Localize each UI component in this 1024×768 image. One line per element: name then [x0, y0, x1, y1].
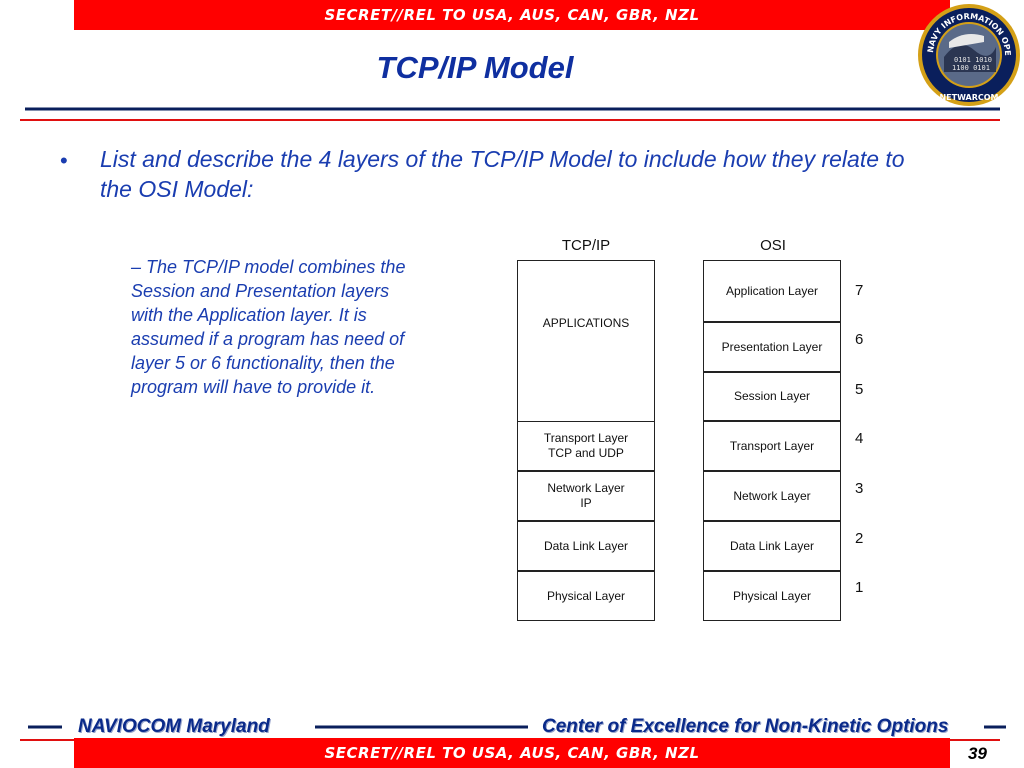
osi-network-layer: Network Layer	[703, 471, 841, 521]
tcpip-physical-layer: Physical Layer	[517, 571, 655, 621]
tcpip-layer-label: Transport Layer	[543, 431, 629, 445]
tcpip-transport-layer: Transport Layer TCP and UDP	[517, 421, 655, 471]
osi-physical-layer: Physical Layer	[703, 571, 841, 621]
svg-text:1100 0101: 1100 0101	[952, 64, 990, 72]
tcpip-applications-layer: APPLICATIONS	[517, 260, 655, 422]
osi-presentation-layer: Presentation Layer	[703, 322, 841, 372]
main-bullet-text: List and describe the 4 layers of the TC…	[100, 146, 905, 202]
osi-layer-number: 1	[855, 579, 864, 596]
osi-layer-number: 2	[855, 530, 864, 547]
seal-bottom-text: NETWARCOM	[939, 93, 998, 102]
osi-column-header: OSI	[760, 237, 786, 254]
osi-application-layer: Application Layer	[703, 260, 841, 322]
osi-layer-label: Application Layer	[725, 283, 819, 298]
tcpip-network-layer: Network Layer IP	[517, 471, 655, 521]
slide-title: TCP/IP Model	[376, 50, 574, 85]
tcpip-layer-label: Data Link Layer	[543, 538, 629, 553]
tcpip-layer-label: Network Layer	[547, 481, 625, 495]
osi-layer-label: Session Layer	[733, 389, 811, 403]
osi-layer-number: 5	[855, 381, 864, 398]
osi-layer-label: Transport Layer	[729, 438, 815, 453]
osi-layer-number: 7	[855, 282, 864, 299]
osi-datalink-layer: Data Link Layer	[703, 521, 841, 571]
footer-program: Center of Excellence for Non-Kinetic Opt…	[542, 716, 949, 737]
osi-layer-number: 3	[855, 480, 864, 497]
osi-layer-number: 4	[855, 430, 864, 447]
osi-layer-label: Network Layer	[733, 488, 811, 503]
osi-transport-layer: Transport Layer	[703, 421, 841, 471]
top-classification-banner: SECRET//REL TO USA, AUS, CAN, GBR, NZL	[74, 0, 950, 30]
svg-text:0101 1010: 0101 1010	[954, 56, 992, 64]
osi-layer-label: Presentation Layer	[721, 339, 823, 354]
footer-organization: NAVIOCOM Maryland	[78, 716, 270, 737]
tcpip-layer-label: APPLICATIONS	[542, 316, 630, 330]
tcpip-layer-sublabel: IP	[580, 496, 592, 510]
tcpip-datalink-layer: Data Link Layer	[517, 521, 655, 571]
tcpip-column-header: TCP/IP	[561, 237, 611, 254]
bullet-marker: •	[60, 148, 68, 173]
osi-layer-number: 6	[855, 331, 864, 348]
bottom-classification-banner: SECRET//REL TO USA, AUS, CAN, GBR, NZL	[74, 738, 950, 768]
osi-layer-label: Physical Layer	[732, 588, 812, 603]
tcpip-layer-label: Physical Layer	[546, 588, 626, 603]
osi-layer-label: Data Link Layer	[729, 538, 815, 553]
header-divider	[20, 107, 1000, 121]
tcpip-layer-sublabel: TCP and UDP	[548, 446, 624, 460]
naviocom-seal-icon: 0101 1010 1100 0101 NAVY INFORMATION OPE…	[914, 2, 1020, 106]
page-number: 39	[968, 744, 987, 763]
sub-bullet-text: – The TCP/IP model combines the Session …	[131, 257, 406, 397]
osi-session-layer: Session Layer	[703, 372, 841, 421]
